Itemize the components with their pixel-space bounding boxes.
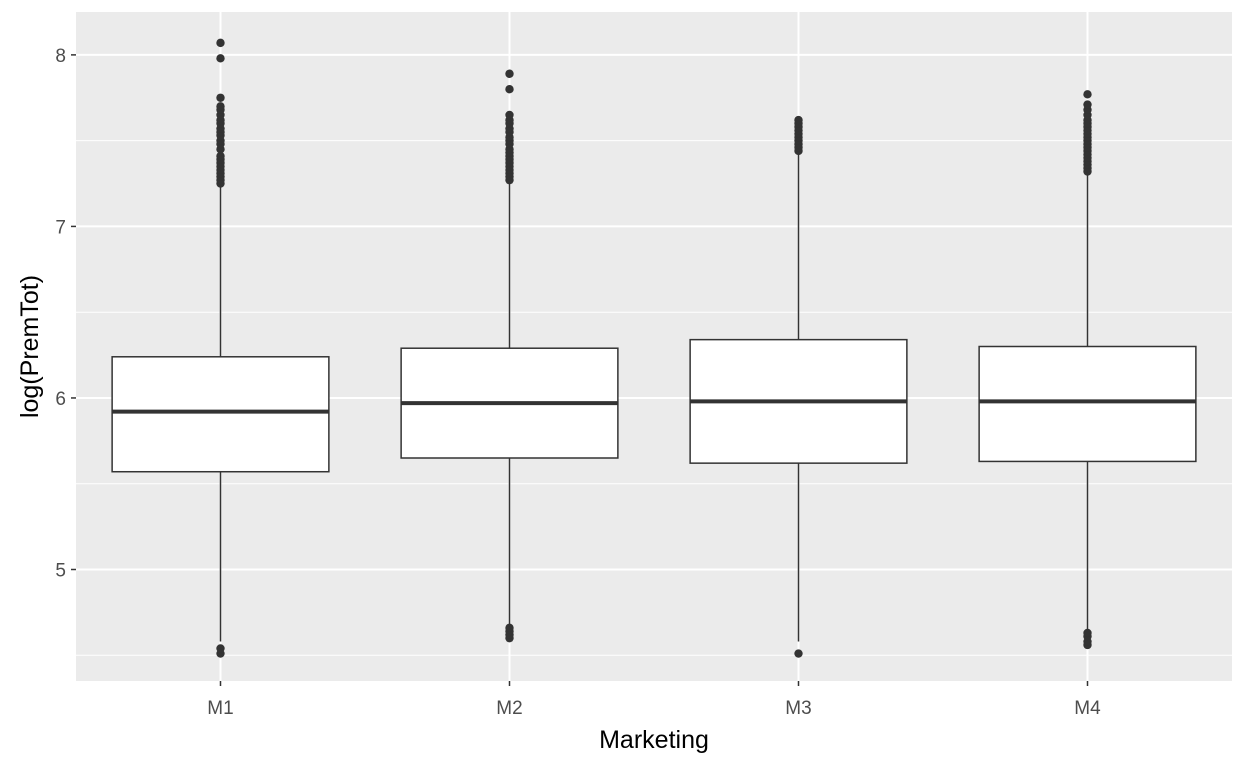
minor-gridlines xyxy=(76,140,1232,656)
outlier-point xyxy=(505,69,514,78)
outlier-point xyxy=(505,110,514,120)
outlier-point xyxy=(216,54,225,63)
y-axis-title: log(PremTot) xyxy=(16,275,44,418)
y-tick-label: 8 xyxy=(55,46,66,67)
outlier-point xyxy=(216,644,225,653)
outlier-point xyxy=(216,93,225,102)
y-axis-ticks: 5 6 7 8 xyxy=(55,46,76,582)
outlier-point xyxy=(794,115,803,125)
box-M2 xyxy=(400,69,619,643)
outlier-point xyxy=(794,649,803,658)
box-M1 xyxy=(111,38,330,658)
box-layer xyxy=(111,38,1197,658)
outlier-point xyxy=(216,151,225,161)
iqr-box xyxy=(111,356,330,473)
outlier-point xyxy=(1083,90,1092,99)
outlier-point xyxy=(505,623,514,633)
x-tick-label: M2 xyxy=(496,698,522,719)
x-axis-title: Marketing xyxy=(599,726,709,754)
outlier-point xyxy=(216,38,225,48)
outlier-point xyxy=(216,102,225,111)
x-tick-label: M4 xyxy=(1074,698,1101,719)
outlier-point xyxy=(1083,100,1092,109)
x-axis-ticks: M1 M2 M3 M4 xyxy=(207,681,1101,719)
x-tick-label: M1 xyxy=(207,698,233,719)
outlier-point xyxy=(1083,628,1092,638)
box-M4 xyxy=(978,90,1197,650)
y-tick-label: 6 xyxy=(55,389,66,410)
y-tick-label: 5 xyxy=(55,561,66,582)
y-tick-label: 7 xyxy=(55,217,66,238)
outlier-point xyxy=(505,84,514,94)
iqr-box xyxy=(978,345,1197,463)
box-M3 xyxy=(689,115,908,658)
x-tick-label: M3 xyxy=(785,698,811,719)
